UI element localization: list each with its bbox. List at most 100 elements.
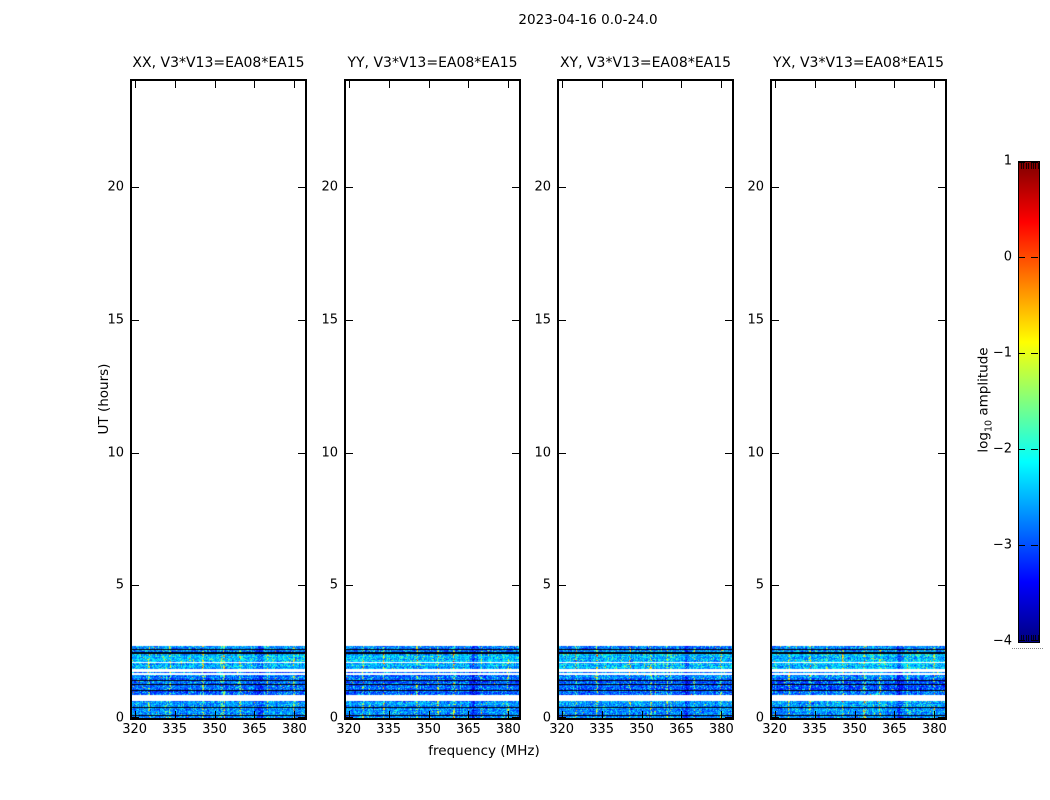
colorbar-comb-mark (1025, 635, 1027, 641)
y-tick-left (559, 453, 566, 454)
colorbar-comb-mark (1037, 635, 1039, 641)
colorbar-tick-label: 0 (1003, 249, 1012, 265)
y-tick-label: 0 (329, 710, 338, 726)
colorbar-tick-mark (1031, 353, 1038, 354)
y-tick-right (938, 585, 945, 586)
colorbar-comb-mark (1033, 163, 1034, 169)
y-tick-left (772, 320, 779, 321)
y-tick-label: 15 (107, 312, 124, 328)
x-axis-label: frequency (MHz) (428, 743, 540, 759)
y-tick-left (559, 717, 566, 718)
y-tick-right (512, 717, 519, 718)
x-tick-top (254, 81, 255, 88)
y-tick-label: 15 (534, 312, 551, 328)
panel-title-xy: XY, V3*V13=EA08*EA15 (559, 55, 732, 71)
x-tick-top (429, 81, 430, 88)
y-tick-left (559, 187, 566, 188)
colorbar-label-sub: 10 (983, 419, 995, 433)
colorbar-comb-mark (1035, 163, 1037, 169)
y-tick-left (772, 453, 779, 454)
x-tick-top (775, 81, 776, 88)
colorbar-label-pre: log (975, 432, 992, 453)
colorbar-tick-label: 1 (1003, 153, 1012, 169)
colorbar-tick-mark (1031, 257, 1038, 258)
x-tick-bottom (775, 711, 776, 718)
x-tick-top (468, 81, 469, 88)
x-tick-label: 365 (456, 722, 481, 737)
x-tick-label: 335 (589, 722, 614, 737)
y-tick-label: 10 (534, 445, 551, 461)
x-tick-bottom (215, 711, 216, 718)
y-tick-right (725, 187, 732, 188)
y-tick-label: 0 (115, 710, 124, 726)
y-tick-right (298, 320, 305, 321)
x-tick-label: 320 (762, 722, 788, 737)
colorbar-comb-mark (1030, 163, 1032, 169)
x-tick-top (508, 81, 509, 88)
y-tick-label: 20 (534, 179, 551, 195)
x-tick-bottom (429, 711, 430, 718)
x-tick-bottom (934, 711, 935, 718)
colorbar (1018, 161, 1040, 643)
y-tick-label: 15 (747, 312, 764, 328)
x-tick-label: 350 (202, 722, 227, 737)
colorbar-comb-mark (1033, 635, 1034, 641)
y-tick-label: 0 (542, 710, 551, 726)
y-tick-right (512, 187, 519, 188)
y-tick-right (298, 717, 305, 718)
panel-yx (770, 79, 947, 720)
y-tick-right (298, 187, 305, 188)
y-tick-left (346, 320, 353, 321)
y-tick-label: 20 (107, 179, 124, 195)
colorbar-tick-mark (1018, 257, 1025, 258)
x-tick-label: 380 (708, 722, 734, 737)
colorbar-comb-mark (1037, 163, 1039, 169)
y-tick-left (132, 187, 139, 188)
x-tick-top (562, 81, 563, 88)
colorbar-tick-mark (1018, 353, 1025, 354)
y-tick-right (512, 320, 519, 321)
colorbar-comb-mark (1023, 635, 1025, 641)
colorbar-comb-mark (1035, 635, 1037, 641)
panel-yy (344, 79, 521, 720)
y-tick-left (772, 585, 779, 586)
x-tick-label: 365 (669, 722, 694, 737)
y-tick-right (298, 453, 305, 454)
x-tick-top (602, 81, 603, 88)
x-tick-bottom (721, 711, 722, 718)
x-tick-label: 365 (242, 722, 267, 737)
y-tick-right (725, 320, 732, 321)
y-tick-right (298, 585, 305, 586)
spectrogram-yy (346, 81, 519, 718)
x-tick-label: 380 (495, 722, 521, 737)
colorbar-comb-mark (1028, 635, 1030, 641)
colorbar-comb-mark (1030, 635, 1032, 641)
y-tick-left (559, 320, 566, 321)
y-tick-right (938, 717, 945, 718)
y-tick-left (346, 187, 353, 188)
colorbar-comb-mark (1028, 163, 1030, 169)
x-tick-label: 320 (122, 722, 148, 737)
x-tick-top (721, 81, 722, 88)
colorbar-tick-mark (1018, 449, 1025, 450)
colorbar-tick-label: −3 (992, 537, 1012, 553)
y-tick-label: 10 (107, 445, 124, 461)
x-tick-bottom (894, 711, 895, 718)
colorbar-tick-mark (1018, 640, 1025, 641)
x-tick-label: 350 (842, 722, 867, 737)
x-tick-label: 380 (921, 722, 947, 737)
x-tick-top (815, 81, 816, 88)
y-tick-label: 5 (329, 577, 338, 593)
colorbar-comb-mark (1021, 635, 1022, 641)
y-tick-label: 20 (747, 179, 764, 195)
y-tick-right (938, 187, 945, 188)
x-tick-label: 335 (376, 722, 401, 737)
x-tick-top (894, 81, 895, 88)
spectrogram-xy (559, 81, 732, 718)
x-tick-bottom (294, 711, 295, 718)
x-tick-top (294, 81, 295, 88)
x-tick-label: 350 (629, 722, 654, 737)
y-tick-left (559, 585, 566, 586)
x-tick-label: 320 (336, 722, 362, 737)
